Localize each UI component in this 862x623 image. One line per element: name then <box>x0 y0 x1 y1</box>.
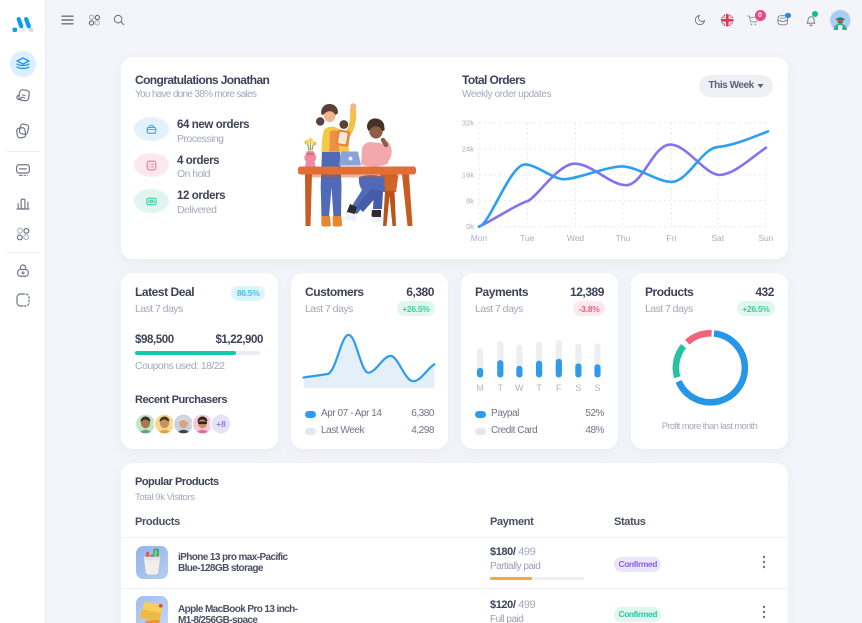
svg-text:Thu: Thu <box>616 233 631 243</box>
svg-text:W: W <box>515 383 524 393</box>
svg-text:S: S <box>575 383 581 393</box>
svg-text:T: T <box>536 383 542 393</box>
svg-text:32k: 32k <box>462 119 474 128</box>
svg-text:16k: 16k <box>462 171 474 180</box>
svg-text:F: F <box>556 383 562 393</box>
svg-text:+8: +8 <box>216 419 226 429</box>
svg-text:Sun: Sun <box>758 233 773 243</box>
svg-text:Tue: Tue <box>520 233 535 243</box>
svg-text:Wed: Wed <box>567 233 585 243</box>
svg-text:M: M <box>476 383 484 393</box>
svg-text:0k: 0k <box>466 222 474 231</box>
svg-text:T: T <box>498 383 504 393</box>
svg-text:24k: 24k <box>462 145 474 154</box>
svg-text:8k: 8k <box>466 197 474 206</box>
svg-text:Fri: Fri <box>667 233 677 243</box>
svg-text:Sat: Sat <box>711 233 724 243</box>
svg-text:S: S <box>594 383 600 393</box>
svg-text:Mon: Mon <box>471 233 488 243</box>
